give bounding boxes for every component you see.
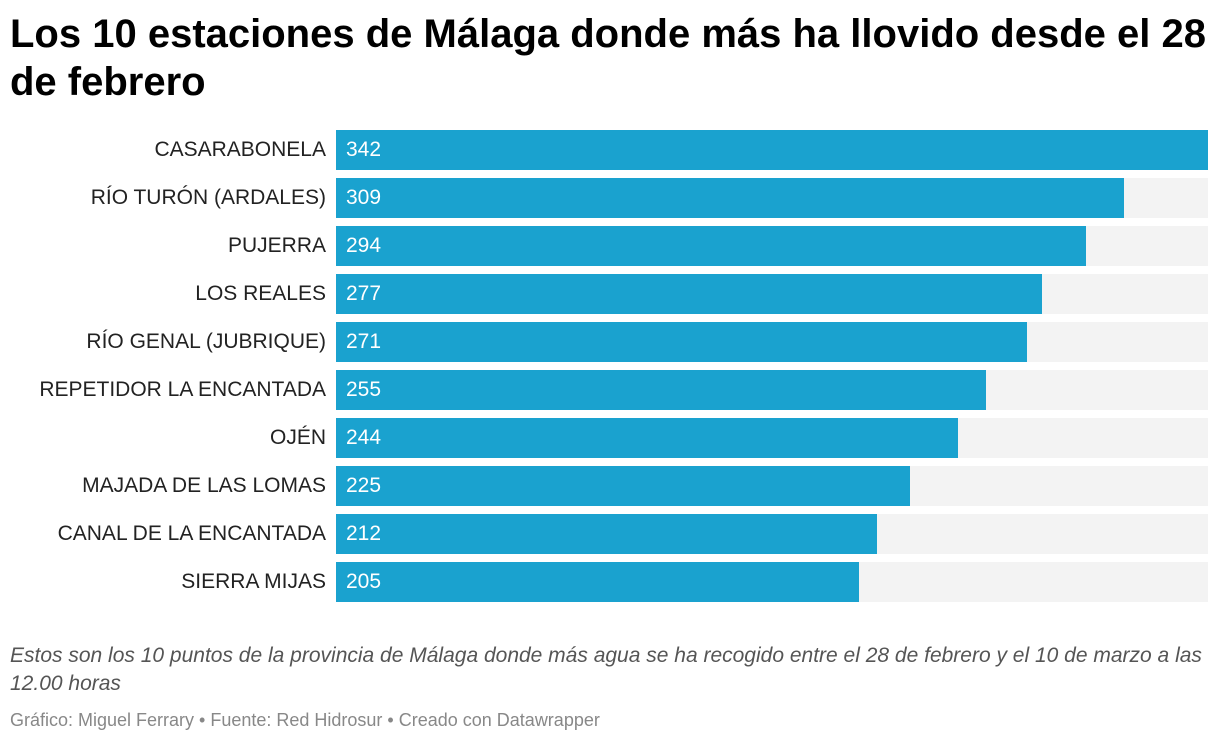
- bar-value-label: 244: [346, 426, 382, 449]
- bar-row: OJÉN 244: [0, 418, 1220, 458]
- bar-value-label: 294: [346, 234, 382, 257]
- bar-track: 205: [336, 562, 1208, 602]
- bar-value-label: 342: [346, 138, 382, 161]
- bar-value-label: 277: [346, 282, 382, 305]
- bar-row: RÍO TURÓN (ARDALES) 309: [0, 178, 1220, 218]
- bar-row: PUJERRA 294: [0, 226, 1220, 266]
- bar-row: CANAL DE LA ENCANTADA 212: [0, 514, 1220, 554]
- bar: 294: [336, 226, 1086, 266]
- bar-chart: CASARABONELA 342 RÍO TURÓN (ARDALES) 309 PUJ…: [0, 130, 1220, 604]
- bar: 212: [336, 514, 877, 554]
- bar-track: 225: [336, 466, 1208, 506]
- chart-description: Estos son los 10 puntos de la provincia …: [10, 644, 1202, 695]
- bar-value-label: 271: [346, 330, 382, 353]
- bar: 244: [336, 418, 958, 458]
- bar: 225: [336, 466, 910, 506]
- bar-value-label: 225: [346, 474, 382, 497]
- bar-label: SIERRA MIJAS: [181, 570, 326, 593]
- bar-label: REPETIDOR LA ENCANTADA: [39, 378, 326, 401]
- bar-track: 294: [336, 226, 1208, 266]
- chart-credit: Gráfico: Miguel Ferrary • Fuente: Red Hi…: [10, 710, 600, 730]
- bar-track: 244: [336, 418, 1208, 458]
- bar-row: CASARABONELA 342: [0, 130, 1220, 170]
- bar-value-label: 212: [346, 522, 382, 545]
- bar-label: PUJERRA: [227, 234, 326, 257]
- bar-track: 255: [336, 370, 1208, 410]
- bar-label: RÍO GENAL (JUBRIQUE): [86, 330, 326, 353]
- bar-label: MAJADA DE LAS LOMAS: [82, 474, 326, 497]
- bar-row: LOS REALES 277: [0, 274, 1220, 314]
- bar-label: RÍO TURÓN (ARDALES): [90, 186, 326, 209]
- bar-track: 277: [336, 274, 1208, 314]
- bar-value-label: 255: [346, 378, 382, 401]
- bar: 271: [336, 322, 1027, 362]
- bar-track: 309: [336, 178, 1208, 218]
- bar: 309: [336, 178, 1124, 218]
- bar-label: CASARABONELA: [154, 138, 326, 161]
- bar-row: REPETIDOR LA ENCANTADA 255: [0, 370, 1220, 410]
- bar-row: MAJADA DE LAS LOMAS 225: [0, 466, 1220, 506]
- bar-label: LOS REALES: [195, 282, 326, 305]
- chart-title: Los 10 estaciones de Málaga donde más ha…: [10, 12, 1206, 104]
- bar-track: 212: [336, 514, 1208, 554]
- bar: 255: [336, 370, 986, 410]
- bar-value-label: 205: [346, 570, 382, 593]
- bar-row: RÍO GENAL (JUBRIQUE) 271: [0, 322, 1220, 362]
- bar-label: OJÉN: [269, 426, 326, 449]
- bar: 205: [336, 562, 859, 602]
- bar-label: CANAL DE LA ENCANTADA: [57, 522, 326, 545]
- bar-track: 342: [336, 130, 1208, 170]
- bar-track: 271: [336, 322, 1208, 362]
- bar-value-label: 309: [346, 186, 382, 209]
- bar: 277: [336, 274, 1042, 314]
- bar-row: SIERRA MIJAS 205: [0, 562, 1220, 602]
- bar: 342: [336, 130, 1208, 170]
